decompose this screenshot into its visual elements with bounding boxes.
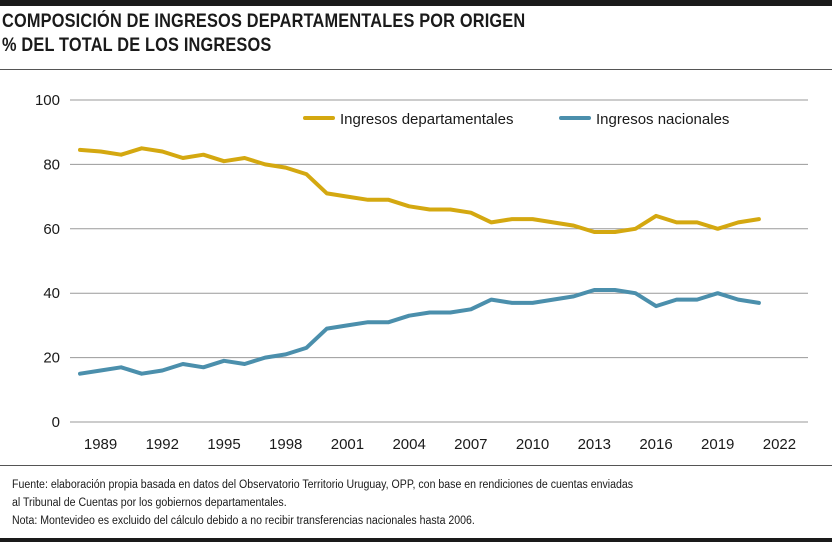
y-tick-label: 60 [43,221,60,238]
x-tick-label: 1995 [207,436,240,453]
y-tick-label: 100 [35,92,60,109]
series-line-departamentales [78,146,761,234]
y-tick-label: 80 [43,156,60,173]
chart-title-block: COMPOSICIÓN DE INGRESOS DEPARTAMENTALES … [2,10,611,58]
source-note-line2: al Tribunal de Cuentas por los gobiernos… [12,497,287,509]
x-tick-label: 2019 [701,436,734,453]
x-tick-label: 1992 [146,436,179,453]
y-axis-ticks: 0 20 40 60 80 100 [35,92,60,431]
bottom-rule [0,538,832,542]
x-tick-label: 1998 [269,436,302,453]
title-rule [0,69,832,70]
y-tick-label: 20 [43,350,60,367]
x-tick-label: 2007 [454,436,487,453]
y-tick-label: 0 [52,414,60,431]
top-rule [0,0,832,6]
y-tick-label: 40 [43,285,60,302]
x-tick-label: 2013 [578,436,611,453]
x-tick-label: 2001 [331,436,364,453]
x-tick-label: 1989 [84,436,117,453]
series-lines [78,146,761,376]
x-tick-label: 2016 [639,436,672,453]
notes-rule [0,465,832,466]
grid-lines [70,99,808,423]
chart-title: COMPOSICIÓN DE INGRESOS DEPARTAMENTALES … [2,11,526,32]
x-tick-label: 2010 [516,436,549,453]
line-chart: 0 20 40 60 80 100 1989 1992 1995 1998 2001 2004 200… [35,92,808,453]
series-line-nacionales [78,288,761,376]
legend-label-nacionales: Ingresos nacionales [596,111,729,128]
legend: Ingresos departamentales Ingresos nacion… [303,111,729,128]
x-axis-ticks: 1989 1992 1995 1998 2001 2004 2007 2010 2013 2016… [84,436,796,453]
x-tick-label: 2004 [392,436,425,453]
footnote: Nota: Montevideo es excluido del cálculo… [12,515,475,527]
chart-subtitle: % DEL TOTAL DE LOS INGRESOS [2,35,272,56]
legend-label-departamentales: Ingresos departamentales [340,111,513,128]
x-tick-label: 2022 [763,436,796,453]
chart-notes: Fuente: elaboración propia basada en dat… [12,476,687,530]
source-note-line1: Fuente: elaboración propia basada en dat… [12,479,634,491]
